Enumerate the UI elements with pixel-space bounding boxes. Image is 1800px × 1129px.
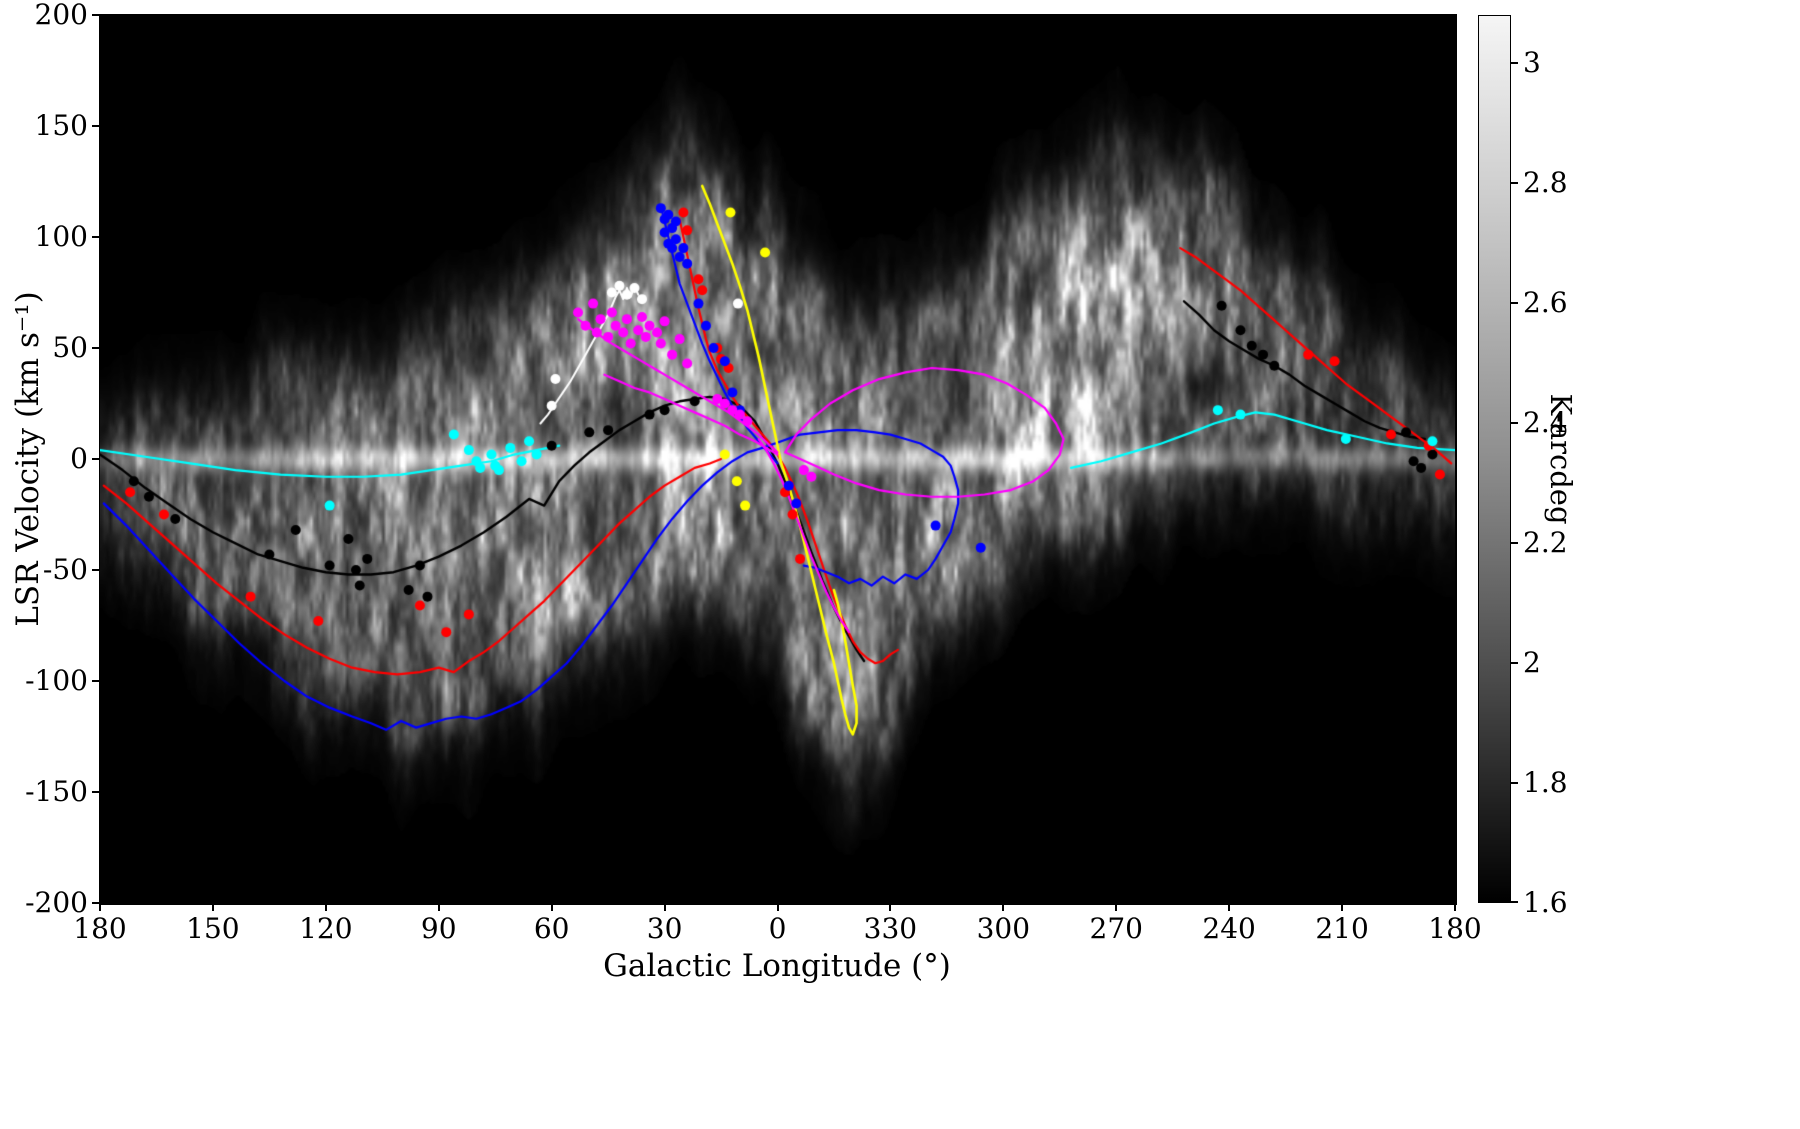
colorbar-tick-label: 1.6 [1523, 886, 1568, 919]
x-tick-label: 60 [533, 912, 570, 945]
colorbar-tick-label: 2.8 [1523, 166, 1568, 199]
colorbar-tick-label: 2.2 [1523, 526, 1568, 559]
x-tick-label: 270 [1089, 912, 1143, 945]
colorbar-tick-mark [1511, 302, 1518, 304]
y-tick-label: 100 [34, 220, 88, 253]
x-tick-label: 330 [863, 912, 918, 945]
colorbar-tick-label: 2.4 [1523, 406, 1568, 439]
y-tick-label: -100 [25, 664, 88, 697]
y-tick-label: 0 [70, 442, 88, 475]
y-tick-mark [92, 125, 100, 127]
colorbar-tick-mark [1511, 62, 1518, 64]
y-tick-label: -50 [42, 553, 88, 586]
colorbar-tick-label: 1.8 [1523, 766, 1568, 799]
x-tick-label: 150 [186, 912, 240, 945]
x-tick-label: 240 [1202, 912, 1256, 945]
y-tick-mark [92, 458, 100, 460]
colorbar-tick-label: 2 [1523, 646, 1541, 679]
x-tick-label: 210 [1315, 912, 1369, 945]
y-tick-mark [92, 902, 100, 904]
x-tick-mark [211, 903, 214, 911]
colorbar [1478, 15, 1511, 903]
x-tick-mark [1454, 903, 1456, 911]
colorbar-tick-mark [1511, 542, 1518, 544]
y-tick-label: -200 [25, 886, 88, 919]
x-tick-label: 0 [768, 912, 787, 945]
x-tick-label: 180 [1428, 912, 1482, 945]
x-tick-mark [437, 903, 440, 911]
x-tick-label: 180 [73, 912, 127, 945]
colorbar-tick-mark [1511, 182, 1518, 184]
y-tick-label: -150 [25, 775, 88, 808]
colorbar-tick-mark [1511, 662, 1518, 664]
x-tick-label: 90 [420, 912, 457, 945]
x-tick-label: 120 [299, 912, 353, 945]
y-tick-mark [92, 14, 100, 16]
x-tick-mark [550, 903, 553, 911]
x-tick-mark [889, 903, 892, 911]
x-tick-mark [1115, 903, 1118, 911]
x-tick-mark [1228, 903, 1231, 911]
y-tick-mark [92, 347, 100, 349]
y-tick-mark [92, 791, 100, 793]
y-tick-label: 150 [34, 109, 88, 142]
colorbar-tick-label: 3 [1523, 46, 1541, 79]
x-tick-mark [324, 903, 327, 911]
colorbar-tick-mark [1511, 901, 1518, 903]
y-tick-mark [92, 236, 100, 238]
x-tick-label: 300 [976, 912, 1031, 945]
x-tick-mark [1341, 903, 1344, 911]
x-axis-label: Galactic Longitude (°) [603, 948, 951, 984]
x-tick-mark [99, 903, 101, 911]
x-tick-mark [776, 903, 779, 911]
x-tick-mark [1002, 903, 1005, 911]
x-tick-mark [663, 903, 666, 911]
colorbar-tick-mark [1511, 782, 1518, 784]
lv-emission-canvas [100, 15, 1455, 903]
y-tick-label: 50 [52, 331, 88, 364]
y-tick-label: 200 [34, 0, 88, 31]
y-tick-mark [92, 680, 100, 682]
colorbar-tick-mark [1511, 422, 1518, 424]
colorbar-tick-label: 2.6 [1523, 286, 1568, 319]
y-tick-mark [92, 569, 100, 571]
x-tick-label: 30 [646, 912, 683, 945]
